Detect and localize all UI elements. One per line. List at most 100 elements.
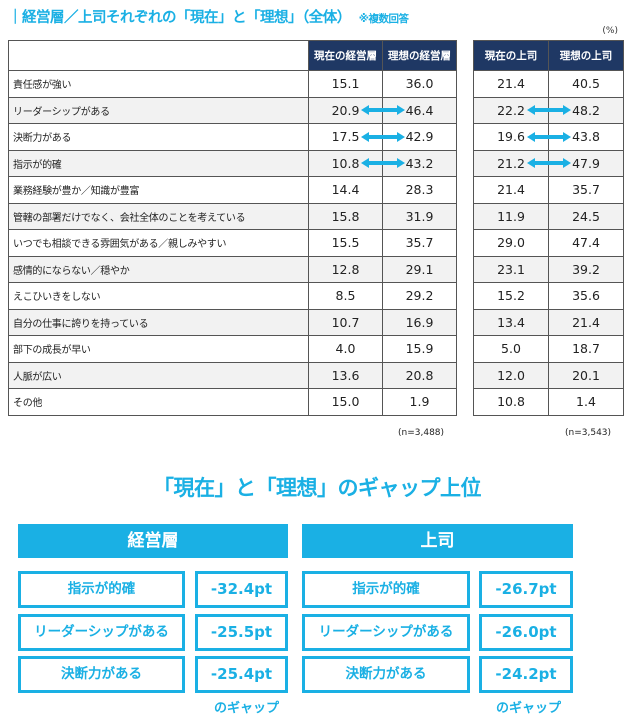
- table-row: 指示が的確 10.8 43.2: [8, 149, 457, 177]
- current-boss-value: 10.8: [473, 388, 549, 416]
- current-exec-value: 8.5: [308, 282, 383, 310]
- ideal-exec-value: 1.9: [382, 388, 457, 416]
- current-boss-value: 22.2: [473, 96, 549, 124]
- current-exec-value: 13.6: [308, 361, 383, 389]
- table-row: 15.2 35.6: [473, 282, 624, 310]
- double-arrow-icon: [361, 105, 405, 115]
- ideal-exec-value: 29.2: [382, 282, 457, 310]
- ideal-boss-value: 18.7: [548, 335, 624, 363]
- unit-label: (%): [602, 26, 618, 36]
- table-row: 22.2 48.2: [473, 96, 624, 124]
- boss-gap-value-3: -24.2pt: [479, 656, 573, 693]
- table-row: 自分の仕事に誇りを持っている 10.7 16.9: [8, 308, 457, 336]
- ideal-boss-value: 40.5: [548, 70, 624, 98]
- current-boss-value: 21.4: [473, 70, 549, 98]
- exec-gap-note: のギャップ: [214, 701, 280, 716]
- current-exec-value: 15.0: [308, 388, 383, 416]
- exec-gap-label-1: 指示が的確: [18, 571, 185, 608]
- table-row: 12.0 20.1: [473, 361, 624, 389]
- table-row: いつでも相談できる雰囲気がある／親しみやすい 15.5 35.7: [8, 229, 457, 257]
- current-boss-value: 12.0: [473, 361, 549, 389]
- table-row: 部下の成長が早い 4.0 15.9: [8, 335, 457, 363]
- current-exec-value: 4.0: [308, 335, 383, 363]
- row-label: 指示が的確: [8, 149, 309, 177]
- table-row: 11.9 24.5: [473, 202, 624, 230]
- table-row: 21.4 40.5: [473, 70, 624, 98]
- gap-section-title: 「現在」と「理想」のギャップ上位: [153, 476, 482, 500]
- sample-size-boss: (n=3,543): [565, 428, 612, 438]
- ideal-exec-value: 28.3: [382, 176, 457, 204]
- col-header-ideal-boss: 理想の上司: [548, 40, 624, 71]
- current-exec-value: 15.1: [308, 70, 383, 98]
- ideal-exec-value: 35.7: [382, 229, 457, 257]
- boss-gap-value-2: -26.0pt: [479, 614, 573, 651]
- ideal-exec-value: 15.9: [382, 335, 457, 363]
- double-arrow-icon: [361, 158, 405, 168]
- row-label: いつでも相談できる雰囲気がある／親しみやすい: [8, 229, 309, 257]
- table-row: 10.8 1.4: [473, 388, 624, 416]
- current-boss-value: 21.4: [473, 176, 549, 204]
- sample-size-exec: (n=3,488): [398, 428, 445, 438]
- ideal-boss-value: 35.6: [548, 282, 624, 310]
- row-label: リーダーシップがある: [8, 96, 309, 124]
- table-row: 21.4 35.7: [473, 176, 624, 204]
- row-label: 人脈が広い: [8, 361, 309, 389]
- double-arrow-icon: [527, 105, 571, 115]
- table-row: 5.0 18.7: [473, 335, 624, 363]
- current-boss-value: 11.9: [473, 202, 549, 230]
- boss-gap-label-3: 決断力がある: [302, 656, 470, 693]
- current-boss-value: 15.2: [473, 282, 549, 310]
- current-boss-value: 13.4: [473, 308, 549, 336]
- table-row: 業務経験が豊か／知識が豊富 14.4 28.3: [8, 176, 457, 204]
- table-row: 29.0 47.4: [473, 229, 624, 257]
- ideal-boss-value: 24.5: [548, 202, 624, 230]
- ideal-exec-value: 36.0: [382, 70, 457, 98]
- row-label: 責任感が強い: [8, 70, 309, 98]
- table-row: 決断力がある 17.5 42.9: [8, 123, 457, 151]
- ideal-boss-value: 39.2: [548, 255, 624, 283]
- col-header-ideal-exec: 理想の経営層: [382, 40, 457, 71]
- ideal-boss-value: 47.4: [548, 229, 624, 257]
- row-label: その他: [8, 388, 309, 416]
- current-boss-value: 29.0: [473, 229, 549, 257]
- executive-table: 現在の経営層 理想の経営層 責任感が強い 15.1 36.0 リーダーシップがある 20…: [8, 40, 457, 416]
- exec-gap-value-1: -32.4pt: [195, 571, 288, 608]
- blank-header-cell: [8, 40, 309, 71]
- double-arrow-icon: [527, 132, 571, 142]
- table-row: リーダーシップがある 20.9 46.4: [8, 96, 457, 124]
- boss-gap-value-1: -26.7pt: [479, 571, 573, 608]
- row-label: 管轄の部署だけでなく、会社全体のことを考えている: [8, 202, 309, 230]
- exec-gap-label-3: 決断力がある: [18, 656, 185, 693]
- table-row: えこひいきをしない 8.5 29.2: [8, 282, 457, 310]
- table-row: 人脈が広い 13.6 20.8: [8, 361, 457, 389]
- table-row: 13.4 21.4: [473, 308, 624, 336]
- ideal-boss-value: 43.8: [548, 123, 624, 151]
- current-exec-value: 12.8: [308, 255, 383, 283]
- current-exec-value: 15.8: [308, 202, 383, 230]
- double-arrow-icon: [527, 158, 571, 168]
- current-boss-value: 23.1: [473, 255, 549, 283]
- ideal-boss-value: 1.4: [548, 388, 624, 416]
- col-header-current-boss: 現在の上司: [473, 40, 549, 71]
- row-label: えこひいきをしない: [8, 282, 309, 310]
- exec-gap-value-3: -25.4pt: [195, 656, 288, 693]
- boss-gap-heading: 上司: [302, 524, 573, 558]
- exec-gap-value-2: -25.5pt: [195, 614, 288, 651]
- table-row: 23.1 39.2: [473, 255, 624, 283]
- row-label: 自分の仕事に誇りを持っている: [8, 308, 309, 336]
- boss-gap-label-2: リーダーシップがある: [302, 614, 470, 651]
- col-header-current-exec: 現在の経営層: [308, 40, 383, 71]
- page-title-text: ｜経営層／上司それぞれの「現在」と「理想」（全体）: [8, 10, 351, 26]
- current-exec-value: 17.5: [308, 123, 383, 151]
- current-exec-value: 15.5: [308, 229, 383, 257]
- boss-gap-note: のギャップ: [496, 701, 562, 716]
- page-title: ｜経営層／上司それぞれの「現在」と「理想」（全体） ※複数回答: [8, 6, 409, 27]
- current-boss-value: 5.0: [473, 335, 549, 363]
- exec-gap-heading: 経営層: [18, 524, 288, 558]
- multiple-answer-note: ※複数回答: [358, 13, 409, 25]
- table-row: 管轄の部署だけでなく、会社全体のことを考えている 15.8 31.9: [8, 202, 457, 230]
- current-exec-value: 14.4: [308, 176, 383, 204]
- row-label: 業務経験が豊か／知識が豊富: [8, 176, 309, 204]
- ideal-exec-value: 20.8: [382, 361, 457, 389]
- ideal-boss-value: 21.4: [548, 308, 624, 336]
